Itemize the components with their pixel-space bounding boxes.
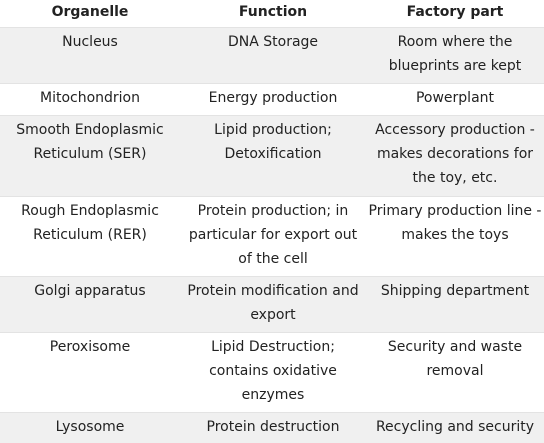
organelle-cell: Golgi apparatus — [0, 277, 180, 333]
function-cell: Lipid Destruction; contains oxidative en… — [180, 333, 366, 413]
table-row: Smooth Endoplasmic Reticulum (SER) Lipid… — [0, 116, 544, 197]
factory-part-cell: Room where the blueprints are kept — [366, 28, 544, 84]
organelle-cell: Nucleus — [0, 28, 180, 84]
header-organelle: Organelle — [0, 0, 180, 28]
factory-part-cell: Accessory production - makes decorations… — [366, 116, 544, 197]
organelle-cell: Smooth Endoplasmic Reticulum (SER) — [0, 116, 180, 197]
table-row: Mitochondrion Energy production Powerpla… — [0, 84, 544, 116]
function-cell: Protein destruction — [180, 413, 366, 443]
function-cell: Energy production — [180, 84, 366, 116]
factory-part-cell: Shipping department — [366, 277, 544, 333]
organelle-cell: Lysosome — [0, 413, 180, 443]
function-cell: DNA Storage — [180, 28, 366, 84]
header-factory-part: Factory part — [366, 0, 544, 28]
factory-part-cell: Security and waste removal — [366, 333, 544, 413]
table-row: Lysosome Protein destruction Recycling a… — [0, 413, 544, 443]
table-row: Rough Endoplasmic Reticulum (RER) Protei… — [0, 197, 544, 277]
organelle-cell: Peroxisome — [0, 333, 180, 413]
function-cell: Lipid production; Detoxification — [180, 116, 366, 197]
function-cell: Protein production; in particular for ex… — [180, 197, 366, 277]
factory-part-cell: Recycling and security — [366, 413, 544, 443]
header-row: Organelle Function Factory part — [0, 0, 544, 28]
header-function: Function — [180, 0, 366, 28]
table-row: Nucleus DNA Storage Room where the bluep… — [0, 28, 544, 84]
table-row: Golgi apparatus Protein modification and… — [0, 277, 544, 333]
function-cell: Protein modification and export — [180, 277, 366, 333]
table-row: Peroxisome Lipid Destruction; contains o… — [0, 333, 544, 413]
factory-part-cell: Powerplant — [366, 84, 544, 116]
factory-part-cell: Primary production line - makes the toys — [366, 197, 544, 277]
organelle-cell: Rough Endoplasmic Reticulum (RER) — [0, 197, 180, 277]
organelle-cell: Mitochondrion — [0, 84, 180, 116]
